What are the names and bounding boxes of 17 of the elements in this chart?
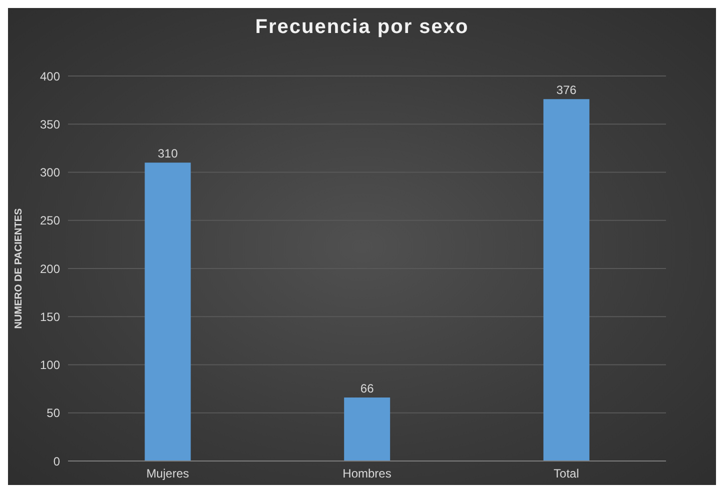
y-tick-label: 200	[40, 262, 60, 276]
y-tick-label: 350	[40, 117, 60, 132]
y-tick-label: 0	[53, 454, 60, 468]
chart-title: Frecuencia por sexo	[254, 16, 470, 39]
data-label: 376	[556, 83, 577, 98]
data-label: 310	[158, 146, 178, 161]
x-tick-label: Total	[554, 466, 580, 481]
y-axis-title: NUMERO DE PACIENTES	[14, 208, 25, 329]
y-tick-label: 150	[40, 310, 60, 324]
y-tick-label: 300	[40, 166, 60, 180]
y-tick-label: 250	[40, 214, 60, 228]
y-tick-label: 100	[40, 358, 60, 372]
x-tick-label: Hombres	[342, 466, 392, 481]
y-tick-label: 400	[40, 69, 60, 84]
x-tick-label: Mujeres	[146, 466, 190, 481]
y-tick-label: 50	[46, 406, 60, 420]
data-label: 66	[360, 381, 374, 396]
